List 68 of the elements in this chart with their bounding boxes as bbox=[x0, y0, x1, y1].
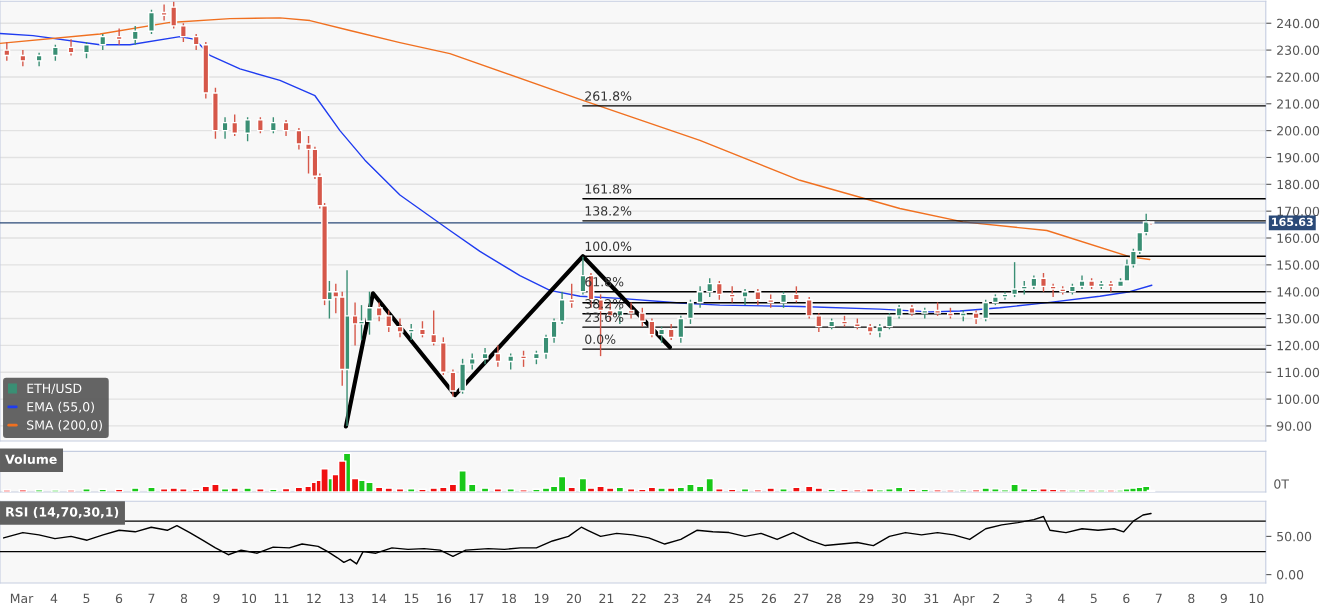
x-tick-label: 19 bbox=[534, 593, 549, 604]
y-tick-label: 220.00 bbox=[1277, 72, 1320, 82]
x-tick-label: 8 bbox=[1188, 593, 1195, 604]
x-tick-label: 10 bbox=[242, 593, 257, 604]
x-tick-label: 20 bbox=[566, 593, 582, 604]
y-tick-label: 150.00 bbox=[1277, 260, 1320, 270]
ref-line-label: 165.63 bbox=[1272, 217, 1313, 227]
x-tick-label: 9 bbox=[213, 593, 220, 604]
annotation: 100.0% bbox=[585, 241, 632, 252]
x-tick-label: 15 bbox=[404, 593, 419, 604]
x-tick-label: 13 bbox=[339, 593, 354, 604]
y-tick-label: 230.00 bbox=[1277, 45, 1320, 56]
y-tick-label: 130.00 bbox=[1277, 314, 1320, 324]
y-tick-label: 190.00 bbox=[1277, 152, 1320, 163]
x-tick-label: 24 bbox=[696, 593, 712, 603]
x-tick-label: 7 bbox=[148, 593, 155, 603]
y-tick-label: 0.00 bbox=[1277, 570, 1304, 580]
x-tick-label: 27 bbox=[794, 593, 809, 603]
chart-title: Volume bbox=[5, 454, 57, 464]
x-tick-label: 2 bbox=[993, 593, 1000, 603]
x-tick-label: Apr bbox=[953, 593, 975, 606]
x-tick-label: 26 bbox=[761, 593, 777, 604]
x-tick-label: 3 bbox=[1025, 593, 1032, 604]
y-tick-label: 200.00 bbox=[1277, 126, 1320, 136]
y-tick-label: 120.00 bbox=[1277, 340, 1320, 351]
annotation: 138.2% bbox=[585, 206, 632, 216]
y-tick-label: 90.00 bbox=[1276, 421, 1312, 431]
y-tick-label: 50.00 bbox=[1277, 531, 1312, 542]
x-tick-label: 17 bbox=[469, 593, 484, 603]
x-tick-label: 22 bbox=[631, 593, 646, 603]
x-tick-label: 5 bbox=[1090, 593, 1097, 604]
x-tick-label: 4 bbox=[1057, 593, 1065, 603]
x-tick-label: 16 bbox=[437, 593, 452, 604]
x-tick-label: 9 bbox=[1220, 593, 1227, 604]
x-tick-label: 4 bbox=[50, 593, 58, 603]
chart-title: RSI (14,70,30,1) bbox=[6, 506, 119, 519]
x-tick-label: 31 bbox=[924, 593, 939, 604]
x-tick-label: 7 bbox=[1155, 593, 1162, 603]
x-tick-label: 5 bbox=[83, 593, 90, 604]
y-tick-label: 240.00 bbox=[1277, 18, 1320, 29]
x-tick-label: 30 bbox=[891, 593, 906, 604]
y-tick-label: 180.00 bbox=[1277, 179, 1320, 190]
legend-label: EMA (55,0) bbox=[27, 401, 94, 413]
x-tick-label: 6 bbox=[1123, 593, 1130, 604]
x-tick-label: 21 bbox=[599, 593, 614, 603]
legend-label: SMA (200,0) bbox=[27, 420, 102, 432]
y-tick-label: 170.00 bbox=[1277, 206, 1320, 217]
x-tick-label: 6 bbox=[115, 593, 123, 604]
x-tick-label: 8 bbox=[180, 593, 188, 604]
x-tick-label: 25 bbox=[729, 593, 744, 604]
x-tick-label: 18 bbox=[502, 593, 517, 604]
x-tick-label: 10 bbox=[1249, 593, 1264, 604]
text: 0T bbox=[1274, 479, 1289, 489]
y-tick-label: 210.00 bbox=[1277, 99, 1320, 109]
x-tick-label: 29 bbox=[859, 593, 874, 604]
x-tick-label: 28 bbox=[826, 593, 841, 604]
legend-label: ETH/USD bbox=[27, 383, 82, 395]
annotation: 261.8% bbox=[585, 91, 632, 101]
y-tick-label: 160.00 bbox=[1277, 233, 1320, 243]
x-tick-label: 14 bbox=[372, 593, 387, 603]
x-tick-label: Mar bbox=[10, 593, 34, 604]
x-tick-label: 23 bbox=[664, 593, 679, 604]
y-tick-label: 100.00 bbox=[1277, 394, 1320, 404]
x-tick-label: 11 bbox=[274, 593, 289, 603]
x-tick-label: 12 bbox=[307, 593, 321, 603]
y-tick-label: 110.00 bbox=[1277, 367, 1320, 378]
y-tick-label: 140.00 bbox=[1277, 287, 1320, 297]
annotation: 161.8% bbox=[585, 184, 632, 194]
